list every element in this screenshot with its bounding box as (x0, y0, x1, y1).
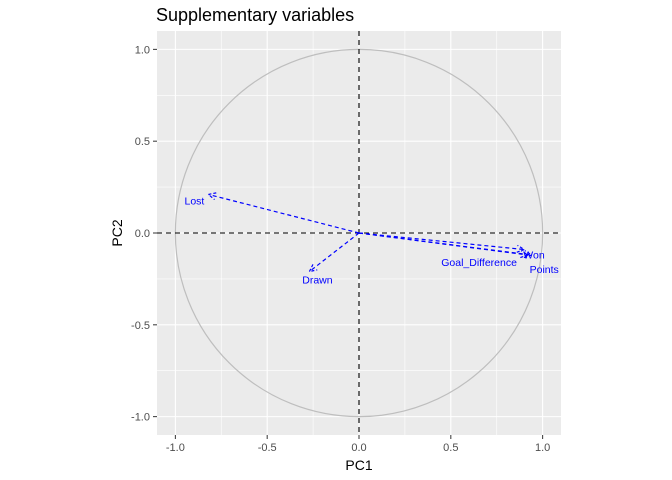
x-tick-label: 1.0 (535, 442, 550, 454)
y-tick-label: 0.0 (135, 228, 150, 240)
y-tick-label: -1.0 (131, 412, 150, 424)
y-tick-label: 0.5 (135, 136, 150, 148)
axis-ticks: -1.0 -0.5 0.0 0.5 1.0 -1.0 -0.5 0.0 0.5 1.0 (131, 44, 550, 454)
arrowhead (516, 244, 526, 253)
x-tick-label: 0.5 (443, 442, 458, 454)
label-won: Won (523, 250, 545, 262)
arrow-drawn (309, 232, 360, 273)
arrow-points (358, 232, 532, 256)
arrowhead (207, 192, 217, 201)
x-axis-title: PC1 (345, 457, 372, 473)
arrowhead (308, 264, 318, 273)
x-tick-label: -1.0 (166, 442, 185, 454)
unit-circle (174, 48, 544, 418)
x-tick-label: -0.5 (258, 442, 277, 454)
arrowhead (523, 250, 533, 259)
label-lost: Lost (184, 195, 204, 207)
y-tick-label: 1.0 (135, 44, 150, 56)
arrow-lost (208, 193, 360, 234)
y-axis-title: PC2 (109, 219, 125, 246)
variable-arrows (207, 192, 533, 273)
x-tick-label: 0.0 (351, 442, 366, 454)
label-points: Points (530, 264, 559, 276)
label-goal-difference: Goal_Difference (441, 257, 517, 269)
chart-title: Supplementary variables (156, 5, 354, 25)
label-drawn: Drawn (302, 275, 333, 287)
y-tick-label: -0.5 (131, 320, 150, 332)
variable-labels: Lost Drawn Won Goal_Difference Points (184, 195, 558, 286)
